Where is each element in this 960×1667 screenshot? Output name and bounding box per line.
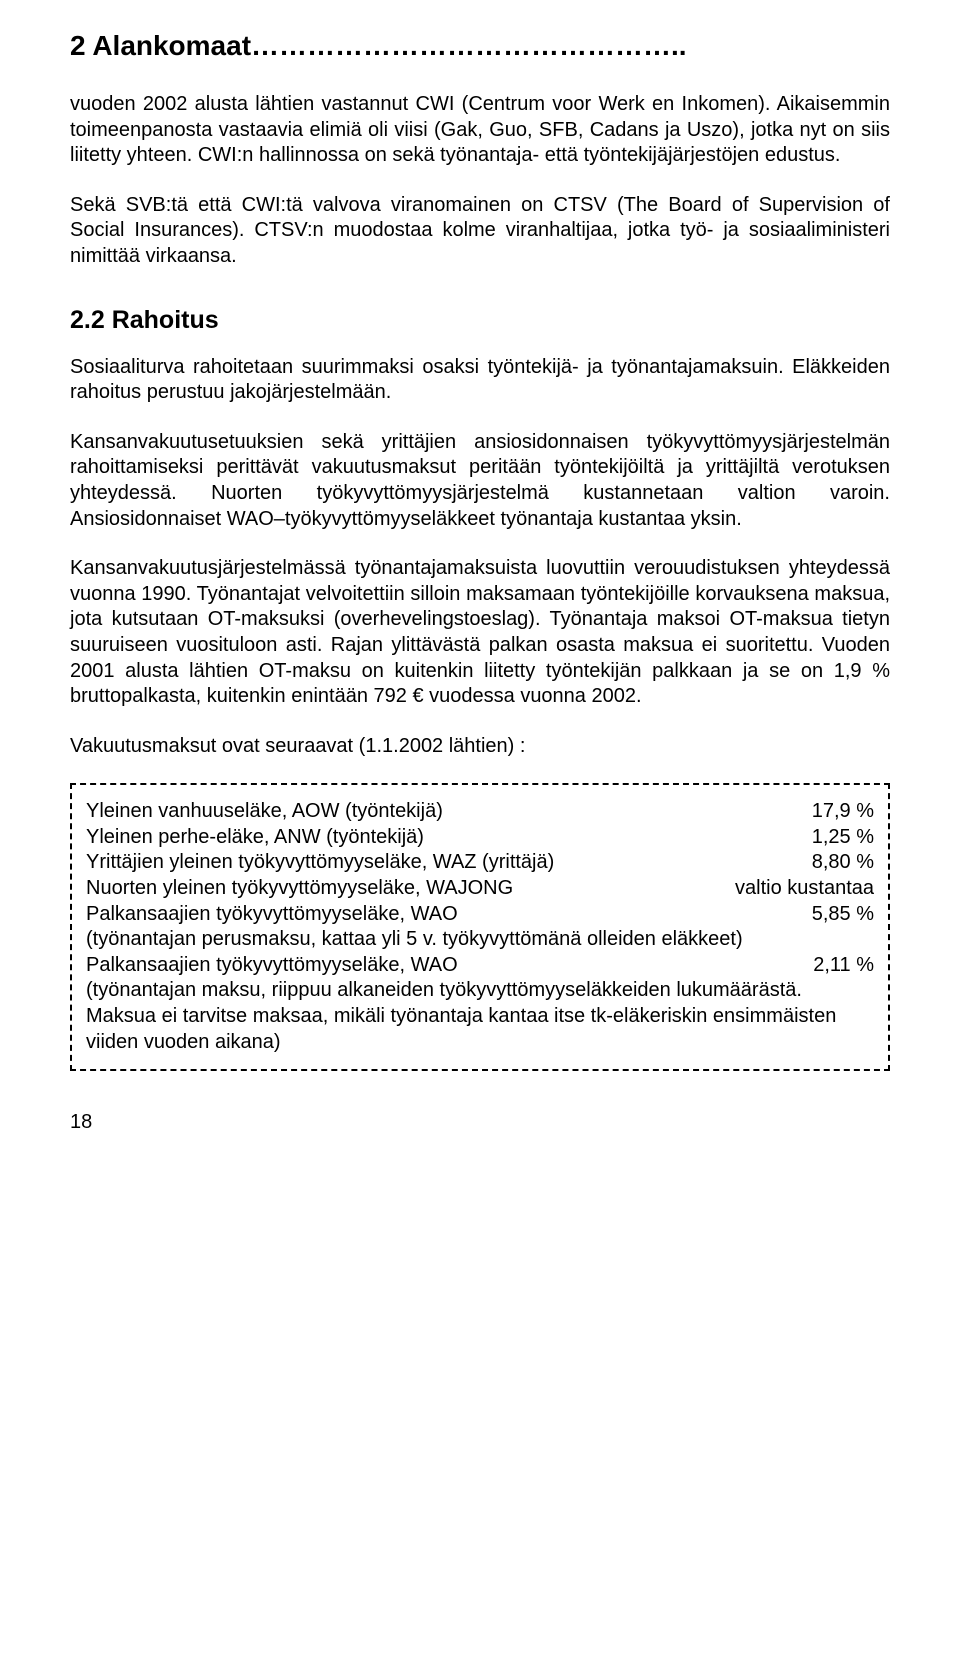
paragraph: Sosiaaliturva rahoitetaan suurimmaksi os… — [70, 355, 890, 406]
row-label: Palkansaajien työkyvyttömyyseläke, WAO — [86, 902, 800, 928]
table-row: Palkansaajien työkyvyttömyyseläke, WAO 2… — [86, 953, 874, 979]
row-label: Yrittäjien yleinen työkyvyttömyyseläke, … — [86, 850, 800, 876]
paragraph: Kansanvakuutusetuuksien sekä yrittäjien … — [70, 430, 890, 532]
row-value: 8,80 % — [800, 850, 874, 876]
document-page: 2 Alankomaat……………………………………….. vuoden 200… — [0, 0, 960, 1164]
table-row: Palkansaajien työkyvyttömyyseläke, WAO 5… — [86, 902, 874, 928]
table-row: Yrittäjien yleinen työkyvyttömyyseläke, … — [86, 850, 874, 876]
page-number: 18 — [70, 1111, 890, 1134]
table-row: Yleinen vanhuuseläke, AOW (työntekijä) 1… — [86, 799, 874, 825]
section-heading: 2.2 Rahoitus — [70, 306, 890, 335]
row-value: 17,9 % — [800, 799, 874, 825]
chapter-title: 2 Alankomaat……………………………………….. — [70, 30, 890, 62]
row-value: 1,25 % — [800, 825, 874, 851]
row-label: Palkansaajien työkyvyttömyyseläke, WAO — [86, 953, 801, 979]
row-value: valtio kustantaa — [723, 876, 874, 902]
row-note: (työnantajan maksu, riippuu alkaneiden t… — [86, 978, 874, 1055]
table-row: Yleinen perhe-eläke, ANW (työntekijä) 1,… — [86, 825, 874, 851]
contribution-table: Yleinen vanhuuseläke, AOW (työntekijä) 1… — [70, 783, 890, 1071]
row-value: 2,11 % — [801, 953, 874, 979]
row-note: (työnantajan perusmaksu, kattaa yli 5 v.… — [86, 927, 874, 953]
paragraph: Vakuutusmaksut ovat seuraavat (1.1.2002 … — [70, 734, 890, 760]
row-label: Yleinen vanhuuseläke, AOW (työntekijä) — [86, 799, 800, 825]
table-row: Nuorten yleinen työkyvyttömyyseläke, WAJ… — [86, 876, 874, 902]
row-value: 5,85 % — [800, 902, 874, 928]
row-label: Nuorten yleinen työkyvyttömyyseläke, WAJ… — [86, 876, 723, 902]
paragraph: Kansanvakuutusjärjestelmässä työnantajam… — [70, 556, 890, 710]
paragraph: vuoden 2002 alusta lähtien vastannut CWI… — [70, 92, 890, 169]
paragraph: Sekä SVB:tä että CWI:tä valvova viranoma… — [70, 193, 890, 270]
row-label: Yleinen perhe-eläke, ANW (työntekijä) — [86, 825, 800, 851]
